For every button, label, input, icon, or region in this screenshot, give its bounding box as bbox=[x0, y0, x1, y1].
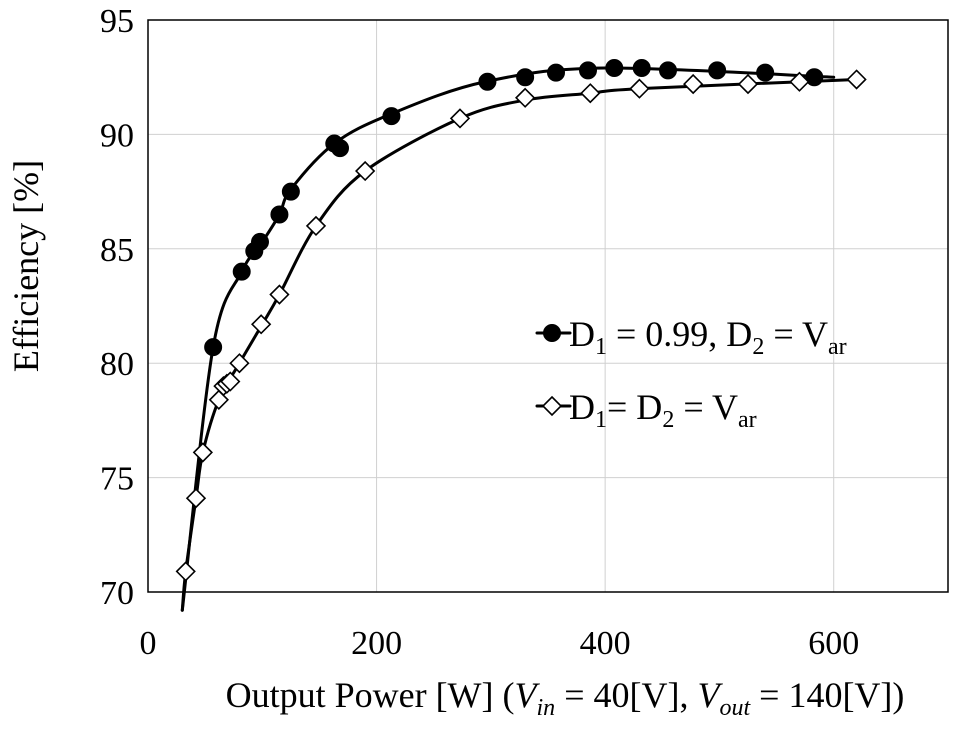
legend-1-mid: = 0.99, D bbox=[607, 314, 752, 354]
x-axis-title-vout-val: = 140[V]) bbox=[750, 675, 904, 715]
series-1-point-18 bbox=[805, 68, 824, 87]
series-2-point-11 bbox=[355, 160, 376, 182]
legend-entry-series-2: D1= D2 = Var bbox=[535, 387, 757, 433]
y-tick-label-2: 80 bbox=[100, 346, 134, 383]
legend-label-series-1: D1 = 0.99, D2 = Var bbox=[569, 314, 847, 360]
series-2-point-8 bbox=[251, 314, 272, 335]
legend-marker-series-1 bbox=[543, 324, 561, 342]
series-1-point-8 bbox=[382, 107, 401, 126]
legend-1-var-sub: ar bbox=[828, 334, 847, 360]
series-2-point-17 bbox=[737, 73, 759, 95]
x-axis-title-vin-sub: in bbox=[537, 695, 556, 721]
series-1-point-11 bbox=[547, 63, 565, 82]
series-2-point-19 bbox=[846, 69, 867, 90]
series-1-point-4 bbox=[270, 205, 289, 224]
series-2-point-7 bbox=[229, 353, 250, 374]
series-group bbox=[175, 59, 867, 612]
x-tick-label-2: 400 bbox=[580, 625, 631, 662]
legend-2-eq: = V bbox=[674, 387, 738, 427]
legend-1-d2-sub: 2 bbox=[752, 334, 764, 360]
y-tick-label-4: 90 bbox=[100, 117, 134, 154]
x-axis-title-vout-sub: out bbox=[719, 695, 751, 721]
series-1-point-3 bbox=[251, 232, 269, 251]
series-1-point-15 bbox=[659, 61, 677, 80]
legend-2-d1: D bbox=[569, 387, 595, 427]
series-1-point-9 bbox=[478, 72, 497, 91]
legend: D1 = 0.99, D2 = Var D1= D2 = Var bbox=[535, 314, 847, 433]
series-2-point-0 bbox=[175, 561, 196, 582]
series-1-point-5 bbox=[281, 182, 300, 201]
series-1-point-1 bbox=[232, 262, 251, 281]
x-axis-title-vout-var: V bbox=[697, 675, 723, 715]
legend-1-d1: D bbox=[569, 314, 595, 354]
series-1-point-7 bbox=[331, 139, 349, 158]
legend-2-d2-sub: 2 bbox=[662, 407, 674, 433]
series-1-markers bbox=[204, 59, 824, 357]
series-2-point-13 bbox=[515, 87, 536, 108]
series-2-point-1 bbox=[185, 488, 207, 509]
series-1-point-17 bbox=[756, 63, 775, 82]
series-1-point-0 bbox=[204, 338, 223, 357]
y-tick-label-0: 70 bbox=[100, 575, 134, 612]
series-2-point-9 bbox=[269, 284, 290, 305]
tick-labels: 70 75 80 85 90 95 0 200 400 600 bbox=[100, 3, 859, 662]
series-1-point-14 bbox=[632, 59, 651, 78]
legend-1-d1-sub: 1 bbox=[595, 334, 607, 360]
series-1-point-13 bbox=[605, 59, 624, 78]
series-2-point-12 bbox=[449, 108, 471, 129]
x-tick-label-3: 600 bbox=[808, 625, 859, 662]
x-tick-label-1: 200 bbox=[351, 625, 402, 662]
legend-entry-series-1: D1 = 0.99, D2 = Var bbox=[535, 314, 847, 360]
series-2-markers bbox=[175, 69, 867, 582]
x-axis-title: Output Power [W] (Vin = 40[V], Vout = 14… bbox=[226, 675, 905, 721]
series-1-point-12 bbox=[579, 61, 597, 80]
grid bbox=[148, 20, 949, 592]
series-2-point-15 bbox=[629, 78, 650, 99]
legend-2-var-sub: ar bbox=[738, 407, 757, 433]
x-axis-title-vin-val: = 40[V], bbox=[555, 675, 697, 715]
series-1-point-10 bbox=[516, 68, 535, 87]
legend-2-d1-sub: 1 bbox=[595, 407, 607, 433]
x-tick-label-0: 0 bbox=[140, 625, 157, 662]
legend-label-series-2: D1= D2 = Var bbox=[569, 387, 757, 433]
series-1-point-16 bbox=[708, 61, 727, 80]
x-axis-title-prefix: Output Power [W] ( bbox=[226, 675, 515, 715]
series-2-point-16 bbox=[683, 73, 704, 95]
series-2-point-18 bbox=[789, 71, 810, 92]
legend-2-mid: = D bbox=[607, 387, 662, 427]
series-2-point-10 bbox=[305, 215, 327, 237]
series-2-point-2 bbox=[192, 442, 213, 463]
legend-1-eq: = V bbox=[764, 314, 828, 354]
plot-frame bbox=[147, 19, 949, 593]
y-axis-title: Efficiency [%] bbox=[6, 160, 46, 372]
series-2-point-6 bbox=[220, 371, 241, 392]
y-tick-label-3: 85 bbox=[100, 232, 134, 269]
legend-marker-series-2 bbox=[541, 395, 563, 417]
x-axis-title-vin-var: V bbox=[515, 675, 541, 715]
series-2-point-14 bbox=[580, 83, 601, 104]
y-tick-label-1: 75 bbox=[100, 461, 134, 498]
y-tick-label-5: 95 bbox=[100, 3, 134, 40]
